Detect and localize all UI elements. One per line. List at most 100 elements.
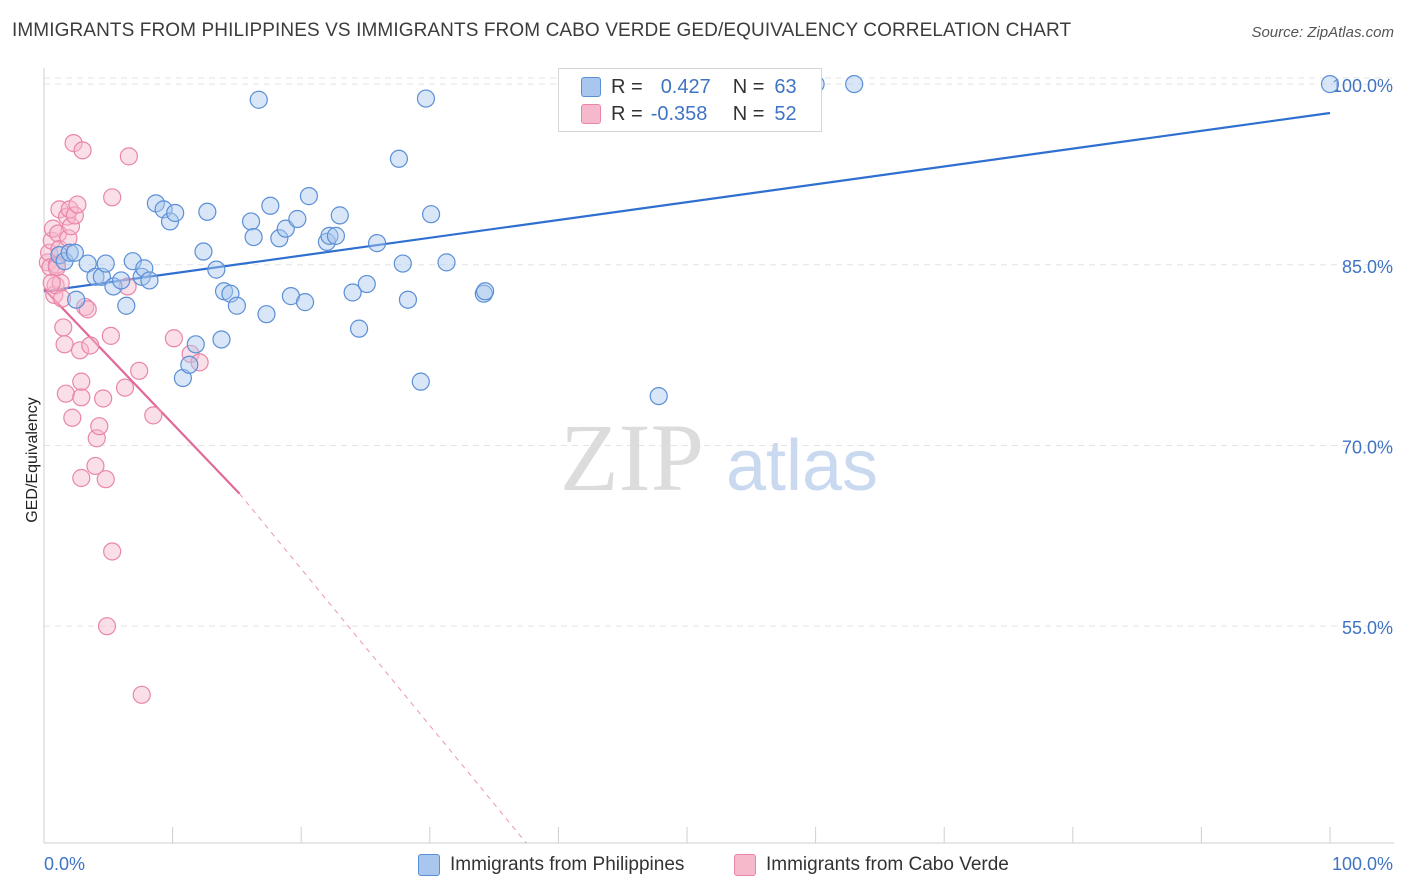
trend-line-cabo-verde [43, 288, 241, 495]
data-point-philippines [845, 74, 864, 94]
data-point-cabo-verde [101, 326, 120, 345]
bottom-legend-cabo-verde: Immigrants from Cabo Verde [734, 851, 1009, 879]
legend-swatch-blue [581, 77, 601, 97]
data-point-philippines [437, 253, 456, 272]
data-point-philippines [96, 254, 115, 273]
source-label: Source: ZipAtlas.com [1251, 24, 1394, 41]
axes [43, 68, 1394, 844]
data-point-philippines [117, 296, 136, 315]
data-point-philippines [241, 212, 261, 231]
data-point-philippines [65, 243, 84, 262]
bottom-legend-swatch-blue [418, 854, 440, 876]
data-point-cabo-verde [96, 470, 115, 489]
legend-n-label: N = [732, 75, 765, 98]
data-point-philippines [357, 274, 376, 294]
data-point-cabo-verde [72, 468, 91, 488]
data-point-cabo-verde [65, 206, 84, 225]
data-point-cabo-verde [52, 289, 72, 308]
y-tick-label: 85.0% [1342, 257, 1393, 277]
data-point-philippines [398, 290, 418, 309]
watermark-atlas: atlas [726, 426, 878, 506]
data-point-cabo-verde [63, 408, 82, 427]
data-point-philippines [288, 209, 307, 229]
legend-r-label: R = [611, 102, 643, 125]
data-point-cabo-verde [164, 329, 183, 348]
data-point-philippines [475, 282, 495, 301]
data-point-philippines [393, 254, 412, 273]
data-point-cabo-verde [58, 207, 77, 226]
data-point-philippines [416, 89, 436, 108]
data-point-philippines [330, 206, 349, 225]
bottom-legend-label: Immigrants from Cabo Verde [766, 854, 1009, 875]
legend-r-label: R = [611, 75, 643, 98]
trend-line-philippines [43, 111, 1331, 293]
data-point-cabo-verde [103, 542, 122, 561]
data-points [38, 74, 1340, 704]
data-point-philippines [180, 355, 199, 374]
data-point-cabo-verde [115, 378, 135, 397]
bottom-legend-label: Immigrants from Philippines [450, 854, 685, 875]
y-tick-label: 100.0% [1332, 76, 1393, 96]
data-point-philippines [67, 290, 86, 309]
data-point-cabo-verde [72, 372, 91, 391]
legend-swatch-pink [581, 104, 601, 124]
data-point-philippines [212, 330, 231, 349]
y-tick-label: 70.0% [1342, 437, 1393, 457]
data-point-cabo-verde [70, 341, 90, 360]
data-point-cabo-verde [73, 141, 92, 160]
data-point-cabo-verde [130, 361, 149, 380]
chart-title: IMMIGRANTS FROM PHILIPPINES VS IMMIGRANT… [12, 20, 1072, 41]
data-point-philippines [166, 203, 185, 223]
data-point-philippines [649, 386, 668, 406]
data-point-cabo-verde [61, 217, 81, 236]
data-point-philippines [349, 319, 369, 338]
data-point-philippines [249, 90, 268, 109]
trend-line-cabo-verde-extension [239, 493, 527, 844]
watermark-zip: ZIP [560, 404, 704, 511]
data-point-cabo-verde [90, 417, 109, 436]
data-point-philippines [227, 296, 246, 315]
data-point-cabo-verde [72, 388, 91, 407]
data-point-philippines [194, 242, 213, 261]
data-point-philippines [135, 259, 154, 278]
data-point-philippines [299, 187, 319, 206]
data-point-cabo-verde [97, 617, 117, 636]
data-point-cabo-verde [144, 406, 163, 425]
data-point-philippines [343, 283, 362, 302]
data-point-philippines [86, 267, 105, 286]
bottom-legend-philippines: Immigrants from Philippines [418, 851, 684, 879]
data-point-philippines [140, 271, 159, 290]
data-point-philippines [198, 202, 217, 221]
stats-legend: R = 0.427 N = 63 R = -0.358 N = 52 [558, 68, 822, 132]
data-point-philippines [244, 227, 263, 247]
data-point-cabo-verde [43, 219, 63, 238]
data-point-cabo-verde [86, 456, 105, 476]
data-point-cabo-verde [119, 147, 138, 166]
data-point-philippines [257, 305, 276, 324]
tick-labels: 55.0% 70.0% 85.0% 100.0% 0.0% 100.0% [44, 76, 1393, 874]
legend-n-label: N = [732, 102, 765, 125]
legend-n-value: 63 [774, 75, 797, 98]
y-axis-label: GED/Equivalency [24, 397, 41, 522]
grid-lines [44, 77, 1394, 627]
bottom-legend-swatch-pink [734, 854, 756, 876]
data-point-philippines [421, 205, 441, 224]
legend-row-philippines: R = 0.427 N = 63 [581, 74, 797, 100]
legend-r-value: -0.358 [650, 102, 708, 125]
y-tick-label: 55.0% [1342, 618, 1393, 638]
data-point-cabo-verde [103, 188, 122, 207]
data-point-philippines [186, 335, 205, 354]
data-point-philippines [389, 149, 409, 168]
data-point-philippines [60, 243, 79, 262]
data-point-cabo-verde [132, 685, 151, 704]
x-tick-label: 100.0% [1332, 854, 1393, 874]
legend-n-value: 52 [774, 102, 797, 125]
data-point-philippines [261, 196, 280, 215]
data-point-cabo-verde [42, 273, 61, 292]
data-point-cabo-verde [68, 195, 87, 214]
x-tick-label: 0.0% [44, 854, 85, 874]
data-point-cabo-verde [54, 318, 73, 337]
data-point-philippines [270, 229, 289, 248]
data-point-cabo-verde [56, 384, 75, 403]
